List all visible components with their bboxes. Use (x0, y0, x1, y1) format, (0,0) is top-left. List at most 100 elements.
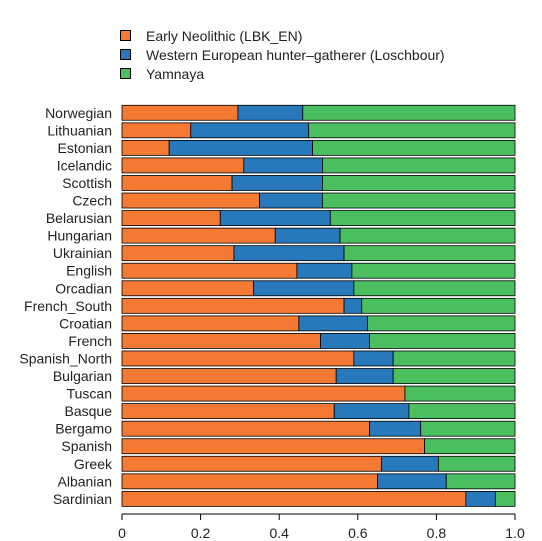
bar-norwegian-series-0 (121, 104, 239, 121)
category-label: Ukrainian (53, 245, 112, 261)
legend-swatch-early-neolithic (120, 30, 131, 41)
category-label: Czech (72, 193, 112, 209)
bar-bergamo-series-1 (369, 420, 422, 437)
bar-estonian-series-1 (168, 139, 314, 156)
bar-french-series-1 (320, 333, 370, 349)
category-label: Hungarian (47, 228, 112, 244)
bar-belarusian-series-2 (329, 210, 516, 226)
bar-ukrainian-series-0 (121, 245, 235, 262)
bar-scottish-series-0 (121, 175, 233, 191)
bar-bergamo-series-0 (121, 420, 370, 437)
legend-label-early-neolithic: Early Neolithic (LBK_EN) (146, 27, 303, 44)
legend-swatch-hunter-gatherer (120, 49, 131, 60)
bar-croatian-series-1 (298, 315, 369, 332)
legend-item-early-neolithic: Early Neolithic (LBK_EN) (120, 26, 445, 45)
bar-spanish-north-series-1 (353, 350, 394, 367)
bar-orcadian-series-1 (253, 280, 355, 297)
category-label: Bergamo (55, 421, 112, 437)
bar-belarusian-series-0 (121, 210, 221, 226)
bar-belarusian-series-1 (219, 210, 331, 226)
bar-croatian-series-2 (367, 315, 516, 332)
category-label: Bulgarian (53, 368, 112, 384)
bar-sardinian-series-0 (121, 490, 467, 507)
bar-spanish-series-0 (121, 438, 426, 455)
bar-ukrainian-series-1 (233, 245, 345, 262)
bar-lithuanian-series-0 (121, 122, 192, 139)
legend-label-hunter-gatherer: Western European hunter–gatherer (Loschb… (146, 46, 445, 63)
bars-group (121, 104, 516, 507)
bar-spanish-series-2 (424, 438, 516, 455)
bar-czech-series-1 (259, 192, 323, 209)
bar-english-series-0 (121, 262, 298, 279)
bar-sardinian-series-2 (494, 490, 516, 507)
category-label: Greek (74, 456, 113, 472)
bar-albanian-series-1 (377, 473, 447, 490)
category-label: Basque (65, 403, 113, 419)
category-label: Norwegian (45, 105, 112, 121)
bar-hungarian-series-1 (274, 227, 341, 244)
x-tick-label: 0.2 (191, 525, 211, 541)
bar-french-south-series-1 (343, 297, 363, 314)
bar-greek-series-2 (437, 455, 516, 472)
category-label: English (66, 263, 112, 279)
category-label: Estonian (58, 140, 112, 156)
x-tick-label: 0 (118, 525, 126, 541)
bar-bulgarian-series-2 (392, 368, 516, 384)
category-label: French (68, 333, 112, 349)
x-tick-label: 0.4 (269, 525, 289, 541)
x-tick-label: 0.6 (348, 525, 368, 541)
category-label: Albanian (58, 473, 113, 489)
category-label: Scottish (62, 175, 112, 191)
bar-bulgarian-series-0 (121, 368, 337, 384)
category-label: Orcadian (55, 280, 112, 296)
bar-greek-series-0 (121, 455, 382, 472)
bar-albanian-series-2 (445, 473, 516, 490)
bar-albanian-series-0 (121, 473, 378, 490)
legend-item-hunter-gatherer: Western European hunter–gatherer (Loschb… (120, 45, 445, 64)
x-axis: 0 0.2 0.4 0.6 0.8 1.0 (118, 513, 525, 541)
category-label: Lithuanian (47, 122, 112, 138)
bar-hungarian-series-2 (339, 227, 516, 244)
bar-bergamo-series-2 (420, 420, 516, 437)
bar-orcadian-series-2 (353, 280, 516, 297)
bar-basque-series-2 (408, 403, 516, 420)
bar-ukrainian-series-2 (343, 245, 516, 262)
bar-spanish-north-series-0 (121, 350, 355, 367)
category-label: Spanish (61, 438, 112, 454)
bar-french-south-series-0 (121, 297, 345, 314)
bar-norwegian-series-1 (237, 104, 304, 121)
bar-tuscan-series-0 (121, 385, 406, 402)
legend-swatch-yamnaya (120, 68, 131, 79)
bar-greek-series-1 (380, 455, 439, 472)
legend-label-yamnaya: Yamnaya (146, 65, 205, 82)
category-label: Icelandic (57, 157, 112, 173)
bar-sardinian-series-1 (465, 490, 496, 507)
x-tick-label: 1.0 (505, 525, 525, 541)
bar-french-series-0 (121, 333, 321, 349)
bar-norwegian-series-2 (302, 104, 516, 121)
x-tick-label: 0.8 (427, 525, 447, 541)
bar-estonian-series-2 (312, 139, 516, 156)
bar-czech-series-2 (322, 192, 516, 209)
category-label: Sardinian (53, 491, 112, 507)
bar-english-series-1 (296, 262, 353, 279)
bar-basque-series-1 (333, 403, 410, 420)
bar-french-series-2 (369, 333, 516, 349)
bar-basque-series-0 (121, 403, 335, 420)
bar-czech-series-0 (121, 192, 260, 209)
bar-bulgarian-series-1 (335, 368, 394, 384)
bar-orcadian-series-0 (121, 280, 255, 297)
bar-tuscan-series-2 (404, 385, 516, 402)
bar-icelandic-series-1 (243, 157, 323, 174)
category-label: Tuscan (67, 386, 112, 402)
legend: Early Neolithic (LBK_EN) Western Europea… (120, 26, 445, 83)
legend-item-yamnaya: Yamnaya (120, 64, 445, 83)
bar-spanish-north-series-2 (392, 350, 516, 367)
bar-icelandic-series-2 (322, 157, 516, 174)
bar-croatian-series-0 (121, 315, 300, 332)
bar-lithuanian-series-1 (190, 122, 310, 139)
bar-icelandic-series-0 (121, 157, 245, 174)
category-label: French_South (24, 298, 112, 314)
